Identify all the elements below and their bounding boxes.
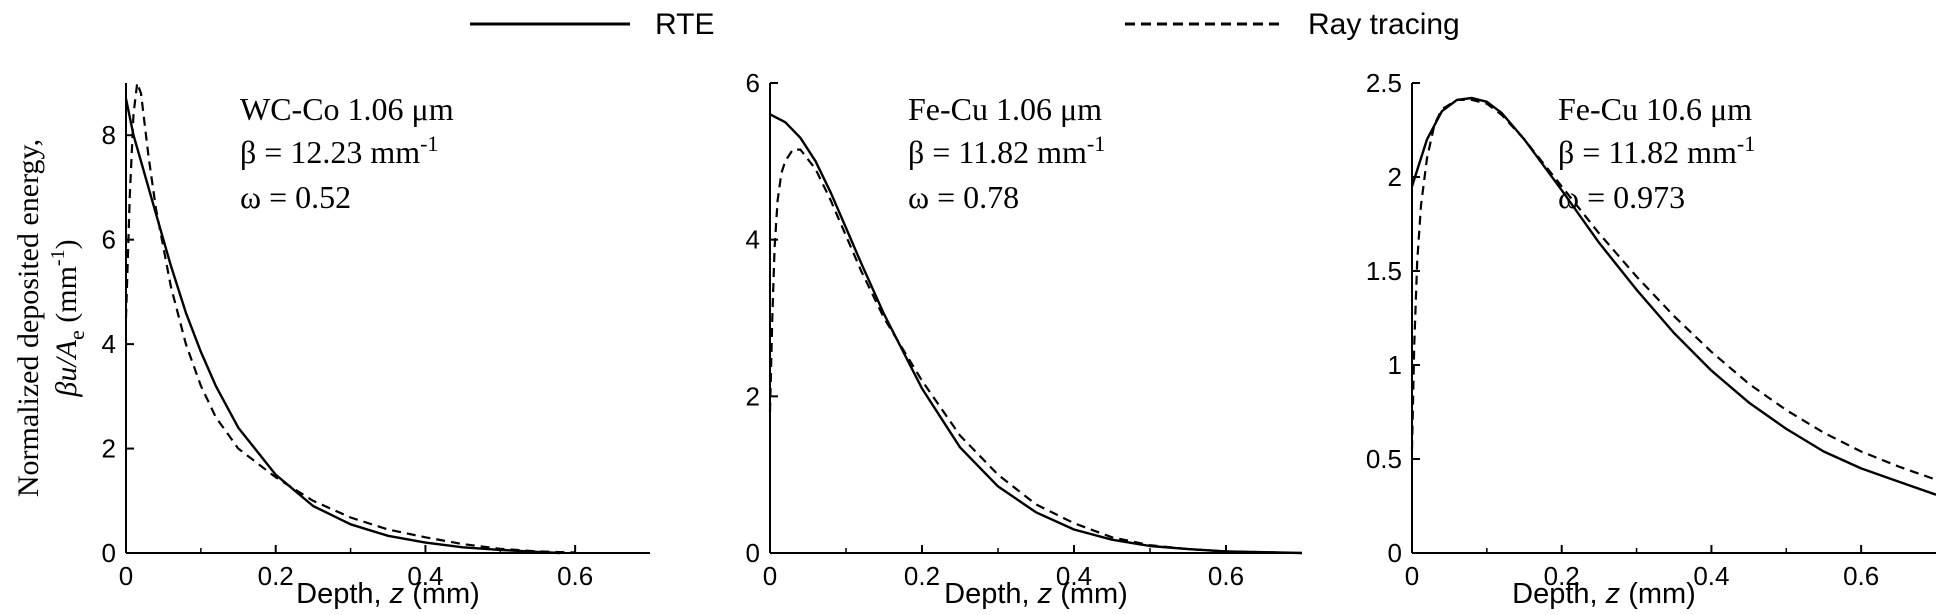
y-tick-label: 0 — [746, 538, 760, 568]
series-rte-line — [769, 113, 1303, 555]
chart-panel-1: 0 0.2 0.4 0.6 0 2 4 6 8 Depth, z (mm) WC-Co 1.06 μ… — [102, 81, 650, 610]
y-axis-title-line1: Normalized deposited energy, — [12, 139, 45, 497]
x-tick-label: 0.4 — [407, 561, 443, 591]
series-ray-tracing-line — [1410, 98, 1936, 481]
y-tick-label: 1 — [1388, 350, 1402, 380]
annotation-material: Fe-Cu 1.06 μm — [908, 91, 1102, 127]
y-tick-label: 1.5 — [1366, 256, 1402, 286]
y-tick-label: 4 — [102, 329, 116, 359]
x-tick-label: 0 — [119, 561, 133, 591]
series-rte-line — [124, 98, 561, 555]
y-tick-label: 6 — [746, 68, 760, 98]
x-tick-label: 0.2 — [904, 561, 940, 591]
annotation-omega: ω = 0.973 — [1558, 179, 1685, 215]
x-axis-title: Depth, z (mm) — [1512, 578, 1696, 610]
y-tick-label: 0 — [102, 538, 116, 568]
chart-panel-2: 0 0.2 0.4 0.6 0 2 4 6 Depth, z (mm) Fe-Cu 1.06 μm… — [746, 68, 1303, 610]
x-tick-label: 0 — [763, 561, 777, 591]
y-tick-label: 0 — [1388, 538, 1402, 568]
annotation-omega: ω = 0.78 — [908, 179, 1019, 215]
x-tick-label: 0.6 — [1843, 561, 1879, 591]
y-tick-label: 4 — [746, 225, 760, 255]
x-tick-label: 0.2 — [258, 561, 294, 591]
y-tick-label: 6 — [102, 225, 116, 255]
annotation-beta: β = 12.23 mm-1 — [240, 131, 438, 170]
legend-ray-label: Ray tracing — [1308, 8, 1460, 41]
x-tick-label: 0 — [1405, 561, 1419, 591]
y-axis-title-line2: βu/Ae (mm-1) — [47, 239, 89, 397]
x-tick-label: 0.4 — [1693, 561, 1729, 591]
annotation-material: Fe-Cu 10.6 μm — [1558, 91, 1752, 127]
x-tick-label: 0.6 — [1208, 561, 1244, 591]
annotation-material: WC-Co 1.06 μm — [240, 91, 454, 127]
y-tick-label: 2 — [1388, 162, 1402, 192]
y-axis-title: Normalized deposited energy, βu/Ae (mm-1… — [12, 139, 89, 497]
y-tick-label: 8 — [102, 120, 116, 150]
series-ray-tracing-line — [768, 148, 1303, 555]
x-tick-label: 0.4 — [1056, 561, 1092, 591]
legend-rte-label: RTE — [655, 8, 714, 41]
chart-panel-3: 0 0.2 0.4 0.6 0 0.5 1 1.5 2 2.5 Depth, z (mm) Fe-Cu… — [1366, 68, 1936, 610]
y-tick-label: 2 — [746, 381, 760, 411]
y-tick-label: 2 — [102, 434, 116, 464]
x-axis-title: Depth, z (mm) — [296, 578, 480, 610]
annotation-beta: β = 11.82 mm-1 — [908, 131, 1105, 170]
annotation-omega: ω = 0.52 — [240, 179, 351, 215]
y-tick-label: 2.5 — [1366, 68, 1402, 98]
x-tick-label: 0.6 — [557, 561, 593, 591]
legend: RTE Ray tracing — [470, 8, 1460, 41]
annotation-beta: β = 11.82 mm-1 — [1558, 131, 1755, 170]
x-tick-label: 0.2 — [1544, 561, 1580, 591]
x-axis-title: Depth, z (mm) — [944, 578, 1128, 610]
y-tick-label: 0.5 — [1366, 444, 1402, 474]
